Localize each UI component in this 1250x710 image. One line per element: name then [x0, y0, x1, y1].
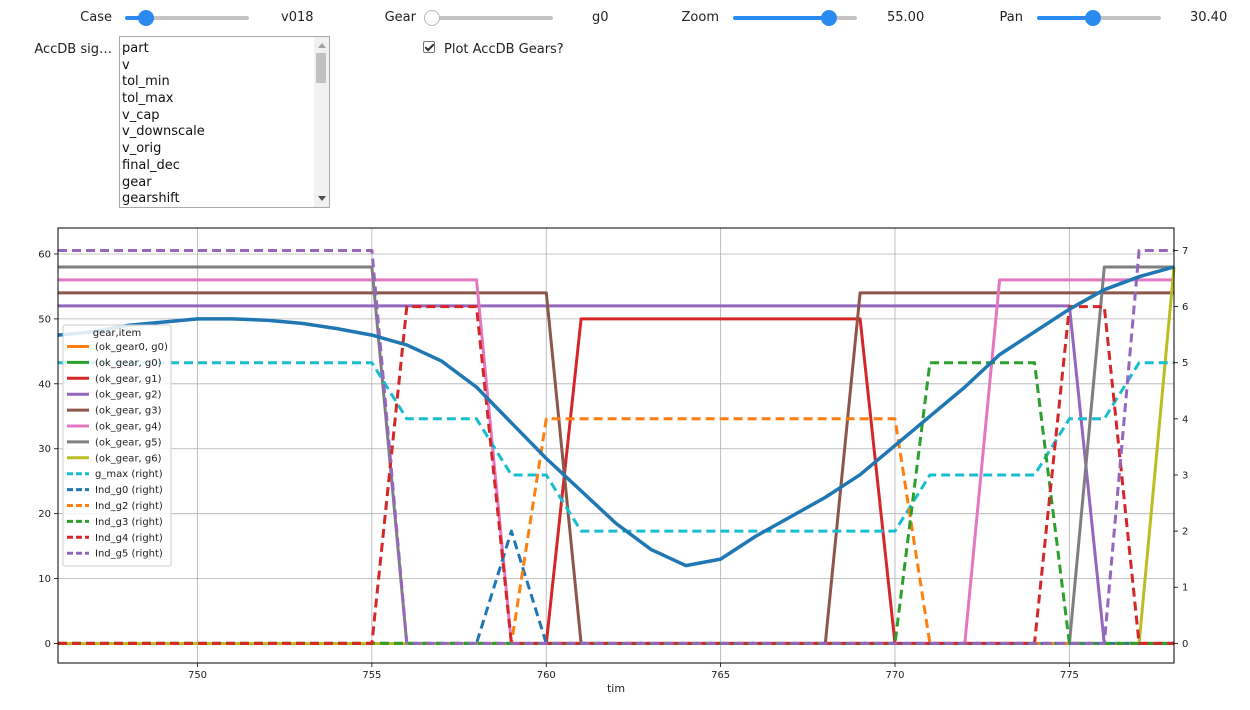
y-left-tick-label: 0 [45, 639, 51, 650]
signal-option[interactable]: gear [122, 174, 152, 190]
scroll-thumb[interactable] [316, 53, 326, 83]
series-line-12 [58, 305, 1174, 645]
zoom-label: Zoom [681, 10, 719, 25]
y-right-tick-label: 3 [1182, 470, 1188, 481]
legend-entry: (ok_gear, g6) [95, 453, 162, 464]
plot-frame [57, 227, 1175, 664]
zoom-slider-thumb[interactable] [821, 10, 838, 26]
y-right-tick-label: 4 [1182, 414, 1188, 425]
legend-entry: (ok_gear0, g0) [95, 342, 168, 353]
series-line-3 [58, 304, 1174, 645]
pan-slider[interactable] [1037, 8, 1161, 28]
y-right-tick-label: 0 [1182, 639, 1188, 650]
y-right-tick-label: 7 [1182, 246, 1188, 257]
x-axis-label: tim [607, 682, 625, 695]
y-right-tick-label: 6 [1182, 302, 1188, 313]
series-line-6 [58, 265, 1174, 645]
signal-option[interactable]: v_cap [122, 107, 160, 123]
signal-option[interactable]: tol_min [122, 74, 170, 90]
pan-label: Pan [999, 10, 1023, 25]
chart-legend: gear,item (ok_gear0, g0) (ok_gear, g0) (ok_… [62, 324, 172, 567]
case-value: v018 [281, 10, 314, 25]
speed-line-0 [57, 265, 1175, 568]
signal-option[interactable]: v [122, 57, 130, 73]
legend-entry: (ok_gear, g2) [95, 390, 162, 401]
legend-entry: Ind_g0 (right) [95, 485, 163, 496]
y-left-tick-label: 40 [38, 379, 51, 390]
y-left-tick-label: 30 [38, 444, 51, 455]
gear-value: g0 [592, 10, 609, 25]
signals-scrollbar[interactable] [314, 37, 329, 207]
legend-entry: Ind_g3 (right) [95, 517, 163, 528]
gear-slider[interactable] [424, 8, 553, 28]
gear-slider-thumb[interactable] [424, 10, 440, 26]
series-line-4 [58, 291, 1174, 645]
chart-ticks: 750 755 760 765 770 775 0 10 20 30 40 50 60 0 1 2 3 4 5 6 7 [38, 246, 1188, 681]
legend-entry: (ok_gear, g3) [95, 406, 162, 417]
plot-gears-checkbox[interactable] [423, 41, 435, 53]
series-line-5 [58, 278, 1174, 645]
y-left-tick-label: 10 [38, 574, 51, 585]
series-line-2 [58, 317, 1174, 645]
legend-entry: (ok_gear, g5) [95, 437, 162, 448]
scroll-up-icon[interactable] [318, 43, 326, 48]
series-line-8 [58, 361, 1174, 533]
scroll-down-icon[interactable] [318, 196, 326, 201]
pan-slider-thumb[interactable] [1084, 10, 1101, 26]
x-tick-label: 775 [1060, 670, 1079, 681]
series-line-11 [58, 361, 1174, 645]
series-line-9 [58, 529, 1174, 645]
series-line-7 [58, 266, 1176, 645]
legend-title: gear,item [93, 328, 142, 339]
case-slider[interactable] [125, 8, 249, 28]
legend-entry: (ok_gear, g0) [95, 358, 162, 369]
y-left-tick-label: 60 [38, 249, 51, 260]
case-label: Case [80, 10, 112, 25]
y-left-tick-label: 20 [38, 509, 51, 520]
legend-entry: Ind_g2 (right) [95, 501, 163, 512]
signal-option[interactable]: gearshift [122, 191, 180, 207]
zoom-value: 55.00 [887, 10, 925, 25]
signals-label: AccDB sig… [34, 42, 112, 57]
legend-entry: (ok_gear, g4) [95, 422, 162, 433]
signal-option[interactable]: part [122, 41, 149, 56]
chart-series [57, 249, 1176, 645]
x-tick-label: 760 [537, 670, 556, 681]
zoom-slider[interactable] [733, 8, 857, 28]
series-line-13 [58, 249, 1174, 645]
legend-entry: g_max (right) [95, 469, 163, 480]
x-tick-label: 755 [362, 670, 381, 681]
signals-list: part v tol_min tol_max v_cap v_downscale v_ori… [122, 41, 205, 207]
signal-option[interactable]: v_downscale [122, 124, 205, 140]
signal-option[interactable]: tol_max [122, 91, 174, 107]
legend-box [62, 324, 172, 567]
x-tick-label: 765 [711, 670, 730, 681]
series-line-10 [58, 417, 1174, 645]
y-right-tick-label: 5 [1182, 358, 1188, 369]
pan-value: 30.40 [1190, 10, 1228, 25]
x-tick-label: 770 [885, 670, 904, 681]
x-tick-label: 750 [188, 670, 207, 681]
legend-entry: Ind_g4 (right) [95, 533, 163, 544]
legend-entry: Ind_g5 (right) [95, 549, 163, 560]
legend-entry: (ok_gear, g1) [95, 374, 162, 385]
signals-listbox[interactable]: part v tol_min tol_max v_cap v_downscale v_ori… [119, 36, 330, 208]
signal-option[interactable]: v_orig [122, 141, 162, 157]
case-slider-thumb[interactable] [137, 10, 154, 26]
y-left-tick-label: 50 [38, 314, 51, 325]
plot-gears-label: Plot AccDB Gears? [444, 42, 564, 57]
y-right-tick-label: 1 [1182, 583, 1188, 594]
signal-option[interactable]: final_dec [122, 157, 180, 173]
y-right-tick-label: 2 [1182, 527, 1188, 538]
gear-label: Gear [384, 10, 416, 25]
